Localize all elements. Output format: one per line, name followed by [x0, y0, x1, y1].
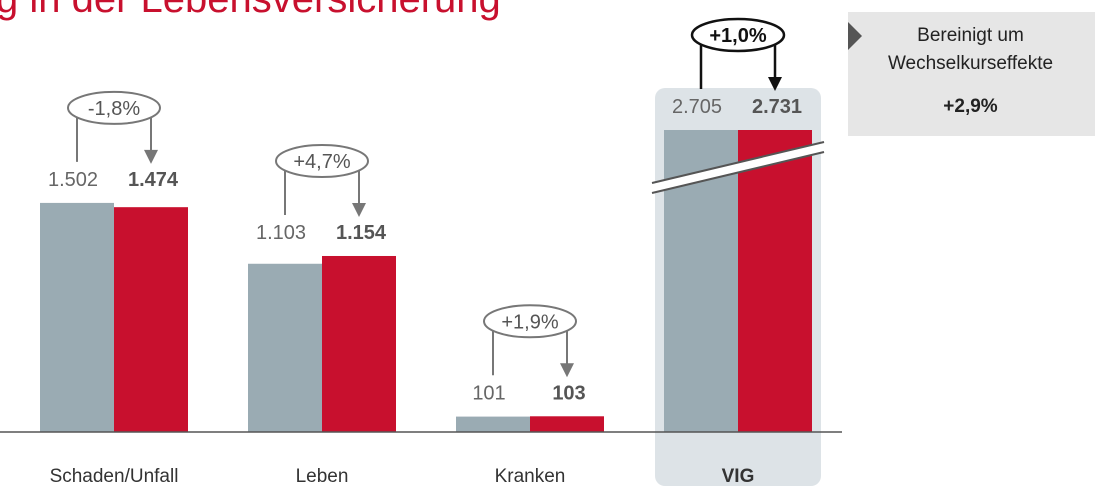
value-label: 2.705 — [672, 96, 722, 118]
change-arrowhead — [352, 202, 366, 217]
bar — [738, 130, 812, 433]
change-bubble — [67, 90, 161, 125]
x-tick-label: Kranken — [495, 466, 566, 487]
bar — [322, 255, 396, 432]
change-label: +1,0% — [709, 25, 766, 47]
chart-title: g in der Lebensversicherung — [0, 0, 501, 21]
change-label: -1,8% — [88, 98, 140, 120]
change-arrowhead — [144, 149, 158, 164]
change-label: +4,7% — [293, 151, 350, 173]
note-text: Bereinigt um Wechselkurseffekte — [887, 25, 1054, 74]
x-tick-label: Leben — [296, 466, 349, 487]
axis-break — [652, 142, 824, 193]
bar — [530, 416, 604, 432]
bar — [40, 202, 114, 432]
change-bubble — [483, 304, 577, 339]
x-tick-label: VIG — [722, 466, 755, 487]
axis-break-line — [651, 141, 825, 184]
bar — [456, 416, 530, 432]
value-label: 1.502 — [48, 169, 98, 191]
change-bubble — [690, 17, 786, 53]
change-arrowhead — [768, 77, 782, 91]
value-label: 2.731 — [752, 96, 802, 118]
value-label: 101 — [472, 382, 505, 404]
value-label: 1.154 — [336, 222, 387, 244]
note-arrow — [848, 22, 862, 50]
note-box: Bereinigt um Wechselkurseffekte +2,9% — [848, 12, 1095, 136]
value-label: 1.474 — [128, 169, 179, 191]
bar — [248, 263, 322, 432]
change-bubble — [275, 143, 369, 178]
change-label: +1,9% — [501, 311, 558, 333]
axis-break-line — [651, 151, 825, 194]
change-arrowhead — [560, 363, 574, 378]
note-value: +2,9% — [943, 96, 998, 117]
bar — [114, 207, 188, 432]
value-label: 103 — [552, 382, 585, 404]
x-tick-label: Schaden/Unfall — [50, 466, 179, 487]
value-label: 1.103 — [256, 222, 306, 244]
